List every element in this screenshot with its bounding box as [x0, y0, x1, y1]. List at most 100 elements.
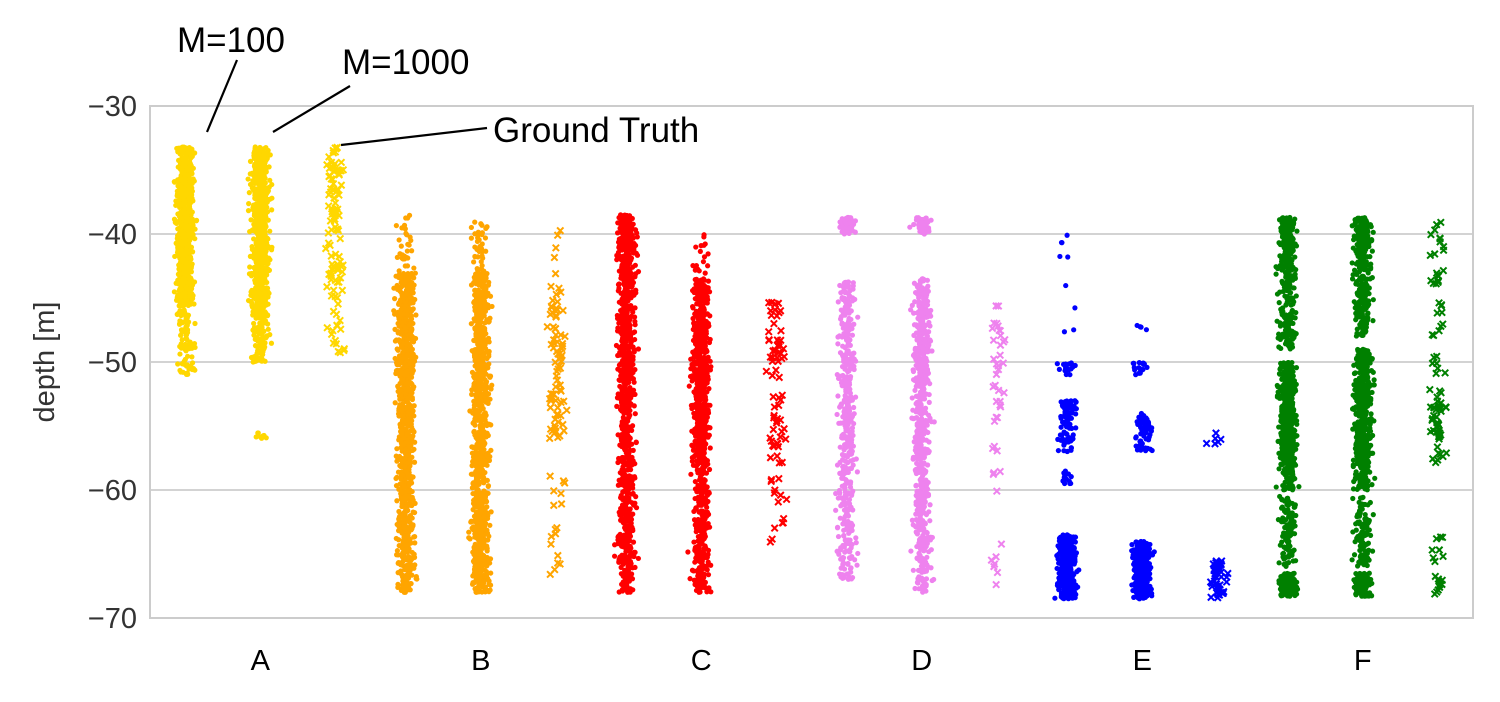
data-point	[622, 357, 628, 364]
data-point	[393, 222, 399, 229]
data-point	[611, 553, 618, 559]
data-point	[412, 562, 418, 568]
data-point	[625, 544, 631, 551]
data-point	[401, 355, 408, 361]
data-point	[478, 581, 484, 588]
data-point	[402, 325, 408, 331]
data-point	[401, 253, 407, 259]
data-point	[261, 432, 267, 439]
data-point	[394, 458, 400, 464]
data-point	[393, 370, 399, 377]
data-point	[396, 316, 402, 322]
data-point	[399, 571, 405, 578]
data-point	[395, 347, 401, 353]
data-point	[480, 309, 487, 315]
data-point	[485, 537, 491, 543]
data-point	[403, 230, 409, 237]
data-point	[403, 316, 409, 322]
data-point	[412, 540, 418, 546]
data-point	[186, 176, 193, 182]
data-point	[401, 517, 407, 523]
data-point	[247, 229, 253, 235]
data-point	[257, 169, 263, 175]
data-point	[467, 536, 473, 542]
data-point	[466, 529, 472, 535]
data-point	[408, 300, 414, 306]
data-point	[396, 522, 402, 528]
data-point	[262, 294, 268, 300]
data-point	[184, 314, 190, 321]
data-point	[405, 584, 412, 591]
data-point	[621, 279, 628, 285]
data-point	[403, 448, 410, 454]
data-point	[180, 176, 186, 182]
data-point	[398, 552, 405, 558]
data-point	[410, 338, 416, 344]
data-point	[483, 458, 489, 464]
data-point	[471, 274, 477, 280]
data-point	[615, 482, 621, 488]
data-point	[470, 480, 477, 486]
data-point	[182, 209, 188, 215]
data-point	[253, 220, 259, 227]
data-point	[404, 468, 410, 474]
data-point	[405, 409, 412, 415]
data-point	[623, 224, 629, 230]
data-point	[183, 371, 190, 378]
data-point	[622, 525, 628, 531]
data-point	[188, 162, 194, 169]
data-point	[468, 224, 474, 231]
data-point	[625, 555, 631, 561]
data-point	[620, 552, 627, 558]
data-point	[188, 294, 195, 300]
data-point	[472, 254, 478, 260]
data-point	[406, 517, 412, 523]
data-point	[620, 256, 626, 262]
data-point	[181, 361, 187, 367]
data-point	[262, 221, 268, 227]
data-point	[261, 228, 268, 235]
data-point	[476, 282, 482, 288]
data-point	[186, 275, 192, 281]
data-point	[614, 252, 620, 259]
data-point	[408, 327, 414, 333]
data-point	[473, 374, 479, 380]
data-point	[476, 398, 482, 404]
data-point	[630, 309, 636, 315]
data-point	[268, 340, 275, 346]
data-point	[248, 217, 254, 223]
data-point	[185, 255, 192, 261]
data-point	[476, 479, 483, 486]
data-point	[632, 322, 638, 328]
data-point	[251, 324, 258, 331]
data-point	[482, 320, 488, 326]
data-point	[633, 439, 639, 446]
data-point	[478, 324, 484, 330]
data-point	[178, 230, 184, 236]
data-point	[397, 275, 403, 281]
data-point	[182, 200, 188, 206]
data-point	[471, 299, 477, 306]
data-point	[402, 263, 408, 269]
data-point	[179, 146, 185, 152]
data-point	[398, 392, 404, 398]
data-point	[409, 270, 415, 277]
data-point	[469, 581, 476, 587]
data-point	[182, 356, 189, 362]
data-point	[475, 388, 481, 394]
data-point	[393, 535, 399, 542]
data-point	[250, 253, 256, 259]
data-point	[627, 260, 633, 266]
data-point	[399, 501, 405, 507]
data-point	[476, 316, 483, 322]
data-point	[182, 290, 188, 296]
data-point	[396, 237, 402, 243]
data-point	[634, 230, 640, 236]
data-point	[399, 225, 405, 231]
data-point	[175, 277, 181, 283]
data-point	[631, 241, 637, 247]
data-point	[395, 320, 401, 327]
data-point	[484, 452, 490, 458]
data-point	[484, 430, 490, 436]
data-point	[401, 510, 407, 516]
